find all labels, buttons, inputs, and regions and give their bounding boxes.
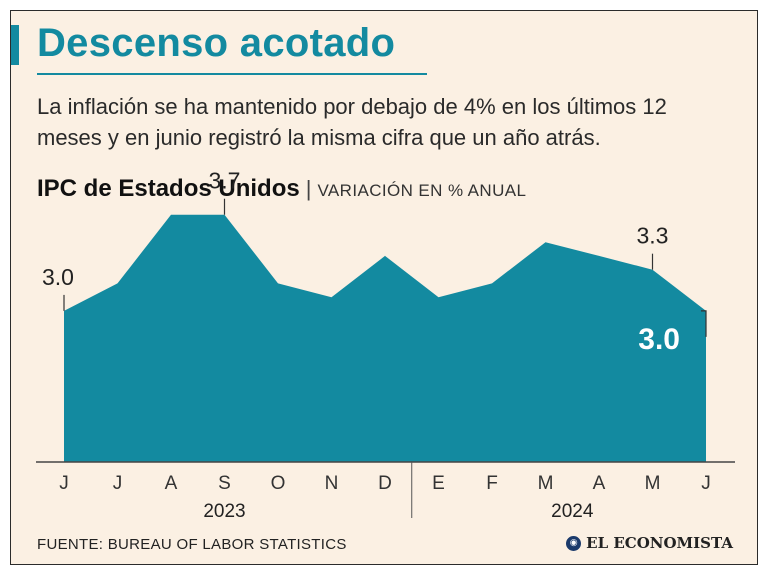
x-tick-label: D bbox=[378, 473, 392, 494]
x-tick-label: M bbox=[645, 473, 661, 494]
brand-logo: ◉ EL ECONOMISTA bbox=[566, 534, 733, 552]
page-title: Descenso acotado bbox=[37, 21, 396, 65]
heading-separator: | bbox=[305, 176, 312, 201]
year-label: 2024 bbox=[551, 501, 594, 522]
infographic-card: Descenso acotado La inflación se ha mant… bbox=[10, 10, 758, 565]
series-area bbox=[64, 214, 706, 462]
source-note: FUENTE: BUREAU OF LABOR STATISTICS bbox=[37, 536, 347, 553]
globe-icon: ◉ bbox=[566, 535, 582, 551]
chart-heading: IPC de Estados Unidos | VARIACIÓN EN % ANU… bbox=[37, 175, 526, 203]
year-label: 2023 bbox=[203, 501, 245, 522]
chart-unit: VARIACIÓN EN % ANUAL bbox=[317, 181, 527, 200]
annotation-leader bbox=[701, 310, 707, 337]
x-tick-label: O bbox=[271, 473, 286, 494]
x-tick-label: S bbox=[218, 473, 231, 494]
title-underline bbox=[37, 73, 427, 75]
annotation-label: 3.0 bbox=[42, 264, 74, 290]
chart-title: IPC de Estados Unidos bbox=[37, 175, 300, 202]
title-accent-bar bbox=[11, 25, 19, 65]
area-chart: J J A S O N D E F M A M J 2023 2024 3.0 3.7 3.3 3.0 bbox=[36, 168, 735, 522]
subtitle: La inflación se ha mantenido por debajo … bbox=[37, 94, 667, 150]
x-tick-label: J bbox=[113, 473, 123, 494]
x-tick-label: N bbox=[325, 473, 339, 494]
annotation-label-highlight: 3.0 bbox=[638, 323, 680, 356]
x-tick-label: A bbox=[165, 473, 178, 494]
x-tick-label: M bbox=[538, 473, 554, 494]
x-tick-label: J bbox=[59, 473, 69, 494]
x-tick-label: A bbox=[593, 473, 606, 494]
x-tick-label: J bbox=[701, 473, 711, 494]
x-tick-label: E bbox=[432, 473, 445, 494]
x-tick-label: F bbox=[486, 473, 498, 494]
annotation-label: 3.3 bbox=[637, 223, 669, 249]
annotation-label: 3.7 bbox=[209, 168, 241, 194]
brand-name: EL ECONOMISTA bbox=[586, 534, 733, 552]
